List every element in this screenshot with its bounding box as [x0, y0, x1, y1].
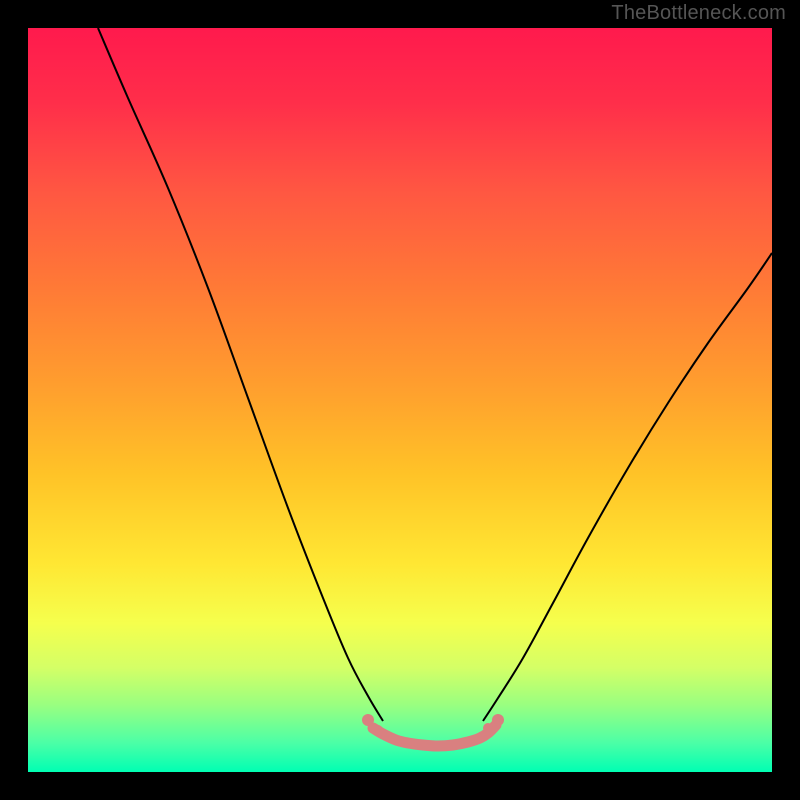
- bottom-dot: [373, 725, 383, 735]
- bottom-dot: [483, 723, 493, 733]
- plot-area: [28, 28, 772, 772]
- bottom-dot: [492, 714, 504, 726]
- watermark-text: TheBottleneck.com: [611, 2, 786, 25]
- chart-curves: [28, 28, 772, 772]
- left-curve: [98, 28, 383, 721]
- right-curve: [483, 253, 772, 721]
- bottom-dot: [362, 714, 374, 726]
- bottom-highlight-segment: [373, 725, 496, 746]
